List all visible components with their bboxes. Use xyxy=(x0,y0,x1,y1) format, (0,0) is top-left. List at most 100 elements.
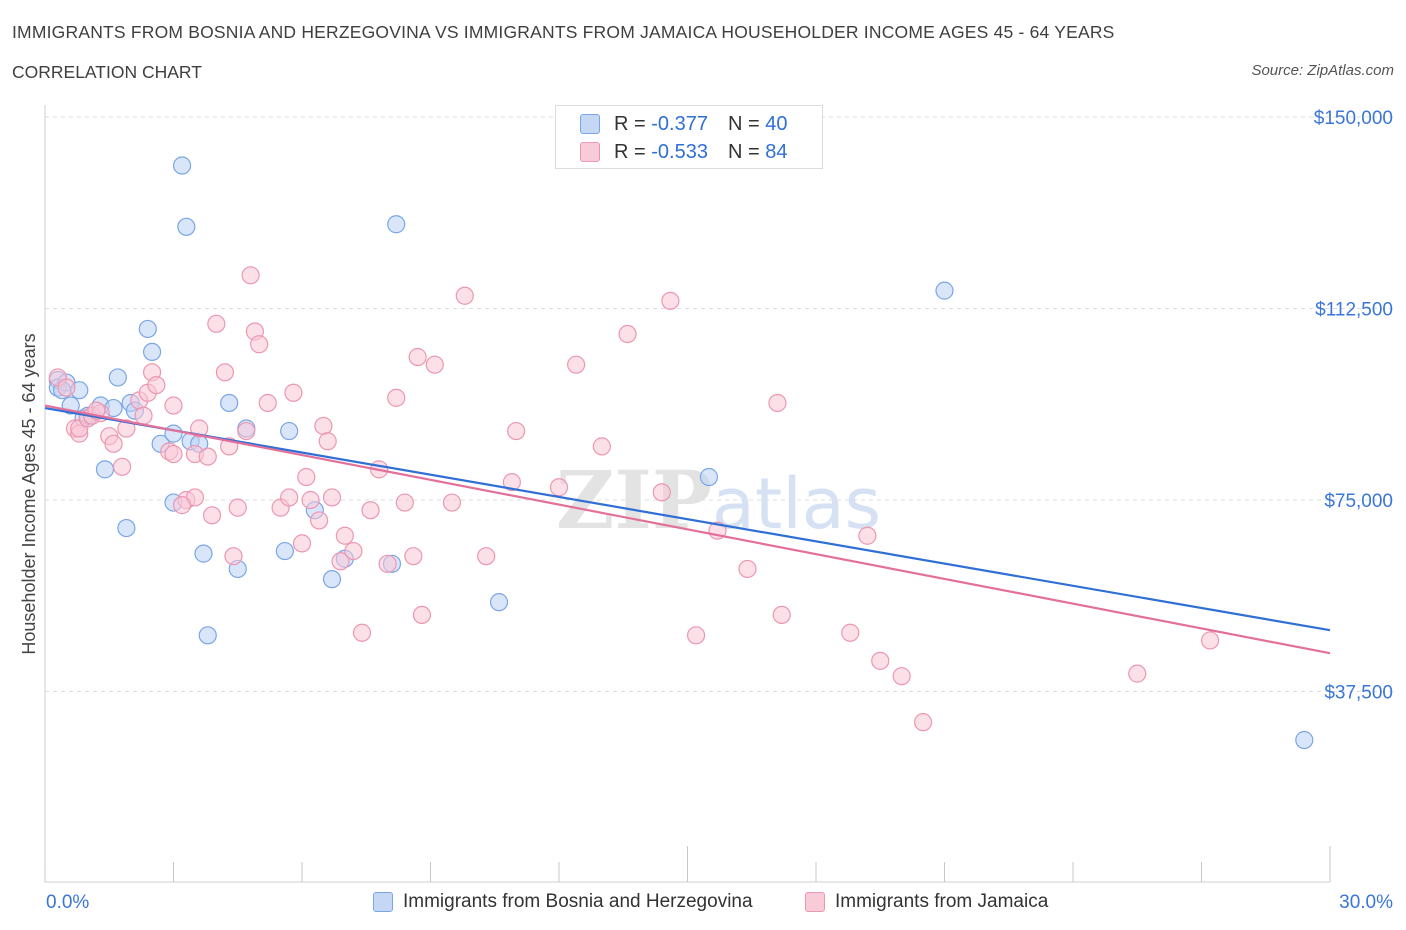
jamaica-point xyxy=(686,626,706,645)
jamaica-point xyxy=(378,554,397,573)
bosnia-point xyxy=(177,217,196,236)
jamaica-point xyxy=(250,335,269,354)
jamaica-legend-swatch xyxy=(805,892,825,912)
bosnia-point xyxy=(172,156,192,175)
jamaica-point xyxy=(147,376,166,395)
jamaica-point xyxy=(404,547,423,566)
source-label: Source: ZipAtlas.com xyxy=(1251,62,1394,79)
jamaica-point xyxy=(198,447,217,466)
jamaica-point xyxy=(507,421,526,441)
data-points xyxy=(48,156,1314,750)
bosnia-point xyxy=(387,215,406,234)
jamaica-point xyxy=(190,419,209,438)
jamaica-point xyxy=(331,552,350,571)
jamaica-point xyxy=(258,393,277,413)
bottom-legend-jamaica: Immigrants from Jamaica xyxy=(805,889,1048,915)
jamaica-point xyxy=(892,667,911,686)
watermark: ZIP atlas xyxy=(556,453,881,547)
bosnia-point xyxy=(164,424,183,443)
bosnia-point xyxy=(194,544,213,563)
jamaica-point xyxy=(652,483,671,502)
bosnia-point xyxy=(220,393,239,413)
jamaica-legend-label: Immigrants from Jamaica xyxy=(835,891,1049,912)
jamaica-point xyxy=(395,493,414,512)
jamaica-point xyxy=(858,526,877,545)
x-tick-label: 0.0% xyxy=(46,892,89,913)
jamaica-point xyxy=(164,396,183,415)
n-label: N = xyxy=(727,140,760,163)
jamaica-point xyxy=(202,506,222,525)
n-value: 40 xyxy=(765,112,788,135)
bosnia-point xyxy=(117,518,136,538)
jamaica-point xyxy=(292,534,312,553)
jamaica-point xyxy=(301,490,320,510)
r-label: R = xyxy=(614,112,646,135)
jamaica-point xyxy=(322,488,342,507)
jamaica-point xyxy=(224,547,243,566)
chart-title: IMMIGRANTS FROM BOSNIA AND HERZEGOVINA V… xyxy=(12,22,1115,42)
y-axis-label: Householder Income Ages 45 - 64 years xyxy=(19,333,39,654)
r-value: -0.377 xyxy=(651,112,708,135)
jamaica-point xyxy=(335,526,354,545)
legend-row-bosnia: R = -0.377 N = 40 xyxy=(580,111,787,137)
jamaica-point xyxy=(284,383,303,402)
gridlines xyxy=(45,116,1395,692)
bosnia-swatch xyxy=(580,114,600,134)
bosnia-point xyxy=(489,593,509,612)
r-value: -0.533 xyxy=(651,140,708,163)
jamaica-point xyxy=(57,378,76,397)
x-tick-label: 30.0% xyxy=(1339,892,1393,913)
bottom-legend-bosnia: Immigrants from Bosnia and Herzegovina xyxy=(373,889,753,915)
jamaica-point xyxy=(310,511,329,530)
jamaica-point xyxy=(215,363,234,382)
bosnia-point xyxy=(142,342,162,362)
jamaica-point xyxy=(772,605,791,625)
jamaica-point xyxy=(387,388,406,407)
jamaica-point xyxy=(344,541,363,561)
jamaica-point xyxy=(442,493,462,512)
jamaica-point xyxy=(1128,664,1147,683)
jamaica-point xyxy=(738,559,757,579)
jamaica-point xyxy=(549,478,569,497)
jamaica-point xyxy=(425,355,444,374)
jamaica-point xyxy=(280,488,299,507)
bosnia-point xyxy=(138,319,157,339)
bosnia-point xyxy=(1295,730,1314,750)
bosnia-point xyxy=(108,368,127,387)
jamaica-point xyxy=(352,623,372,642)
jamaica-point xyxy=(661,291,680,310)
jamaica-point xyxy=(361,501,380,520)
bosnia-legend-label: Immigrants from Bosnia and Herzegovina xyxy=(403,891,753,912)
legend-row-jamaica: R = -0.533 N = 84 xyxy=(580,139,787,165)
jamaica-point xyxy=(237,421,256,441)
y-tick-label: $75,000 xyxy=(1324,491,1393,512)
jamaica-point xyxy=(164,444,183,464)
bosnia-point xyxy=(275,541,294,561)
jamaica-swatch xyxy=(580,142,600,162)
stats-legend: R = -0.377 N = 40 R = -0.533 N = 84 xyxy=(555,105,823,169)
axes xyxy=(44,105,1331,883)
jamaica-point xyxy=(412,605,432,625)
jamaica-point xyxy=(318,432,337,451)
jamaica-point xyxy=(314,416,333,436)
n-label: N = xyxy=(727,112,760,135)
bosnia-point xyxy=(95,460,115,479)
jamaica-point xyxy=(172,496,192,515)
jamaica-point xyxy=(913,713,933,732)
jamaica-point xyxy=(408,347,427,367)
jamaica-point xyxy=(502,473,521,492)
jamaica-point xyxy=(477,547,496,566)
r-label: R = xyxy=(614,140,646,163)
jamaica-point xyxy=(207,314,226,333)
jamaica-point xyxy=(567,355,586,374)
y-tick-label: $112,500 xyxy=(1315,300,1393,321)
bosnia-point xyxy=(198,626,217,645)
bosnia-trend-line xyxy=(44,406,1331,632)
bosnia-point xyxy=(699,467,719,487)
bosnia-point xyxy=(322,570,342,589)
n-value: 84 xyxy=(765,140,788,163)
jamaica-trend-line xyxy=(44,404,1331,655)
jamaica-point xyxy=(228,498,247,517)
jamaica-point xyxy=(455,286,474,305)
